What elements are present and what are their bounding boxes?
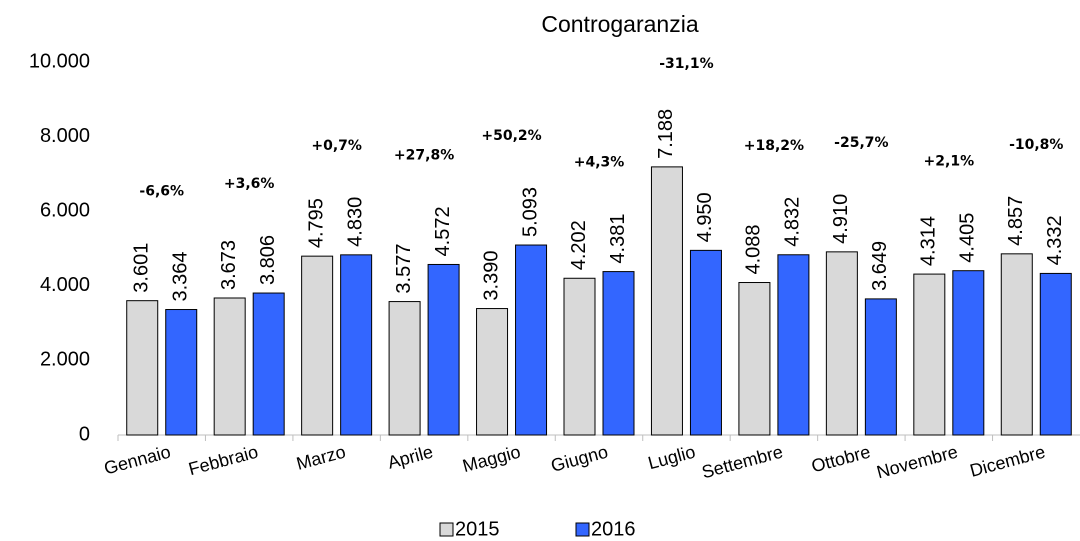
bar [427, 263, 460, 436]
bar [689, 249, 722, 436]
bar [864, 298, 897, 436]
value-label: 3.649 [869, 241, 891, 291]
x-tick-label: Novembre [874, 442, 959, 483]
annotation: +18,2% [744, 138, 804, 154]
x-tick-label: Gennaio [102, 442, 173, 479]
bar [913, 273, 946, 436]
value-label: 4.910 [830, 194, 852, 244]
x-tick-label: Dicembre [968, 442, 1048, 481]
value-label: 4.088 [743, 224, 765, 274]
bar [1039, 272, 1072, 436]
value-label: 3.806 [257, 235, 279, 285]
bar [252, 292, 285, 436]
bar [738, 282, 771, 436]
value-label: 4.381 [607, 214, 629, 264]
annotation: +27,8% [394, 147, 454, 163]
bar [165, 309, 198, 436]
legend-swatch [439, 522, 454, 537]
x-tick-label: Aprile [385, 442, 435, 473]
bar [301, 255, 334, 436]
bar [825, 251, 858, 436]
value-label: 4.332 [1044, 215, 1066, 265]
bar [1000, 253, 1033, 436]
value-label: 5.093 [519, 187, 541, 237]
bar [388, 301, 421, 436]
annotation: +3,6% [224, 176, 275, 192]
x-tick-label: Febbraio [186, 442, 260, 480]
x-tick-label: Luglio [646, 442, 698, 474]
y-tick-label: 8.000 [40, 125, 90, 147]
annotation: +50,2% [481, 128, 541, 144]
x-tick-label: Giugno [549, 442, 610, 476]
value-label: 4.950 [694, 192, 716, 242]
bar [650, 166, 683, 436]
value-label: 4.830 [344, 197, 366, 247]
value-label: 3.577 [393, 244, 415, 294]
bar [340, 254, 373, 436]
annotation: -6,6% [139, 184, 184, 200]
bar [563, 277, 596, 436]
value-label: 4.832 [782, 197, 804, 247]
bar [952, 270, 985, 436]
bar [476, 308, 509, 436]
x-tick-label: Settembre [700, 442, 785, 483]
value-label: 3.364 [170, 251, 192, 301]
value-label: 4.405 [957, 213, 979, 263]
x-tick-label: Ottobre [809, 442, 872, 477]
value-label: 7.188 [655, 109, 677, 159]
y-tick-label: 6.000 [40, 199, 90, 221]
y-tick-label: 0 [79, 423, 90, 445]
value-label: 3.390 [480, 250, 502, 300]
y-tick-label: 2.000 [40, 349, 90, 371]
value-label: 3.601 [131, 243, 153, 293]
annotation: -31,1% [659, 56, 713, 72]
annotation: +0,7% [311, 138, 362, 154]
annotation: +2,1% [924, 154, 975, 170]
value-label: 3.673 [218, 240, 240, 290]
value-label: 4.572 [432, 206, 454, 256]
legend-swatch [575, 522, 590, 537]
annotation: +4,3% [574, 155, 625, 171]
legend-label: 2015 [455, 518, 500, 540]
y-tick-label: 4.000 [40, 274, 90, 296]
bar [602, 271, 635, 436]
value-label: 4.314 [918, 216, 940, 266]
x-tick-label: Maggio [460, 442, 522, 477]
annotation: -25,7% [834, 135, 888, 151]
bar [515, 244, 548, 436]
bar [777, 254, 810, 436]
value-label: 4.857 [1005, 196, 1027, 246]
bar [126, 300, 159, 436]
chart-title: Controgaranzia [541, 11, 698, 37]
bar [213, 297, 246, 436]
x-tick-label: Marzo [294, 442, 347, 474]
y-tick-label: 10.000 [29, 50, 90, 72]
annotation: -10,8% [1009, 137, 1063, 153]
value-label: 4.202 [568, 220, 590, 270]
value-label: 4.795 [305, 198, 327, 248]
legend-label: 2016 [591, 518, 636, 540]
